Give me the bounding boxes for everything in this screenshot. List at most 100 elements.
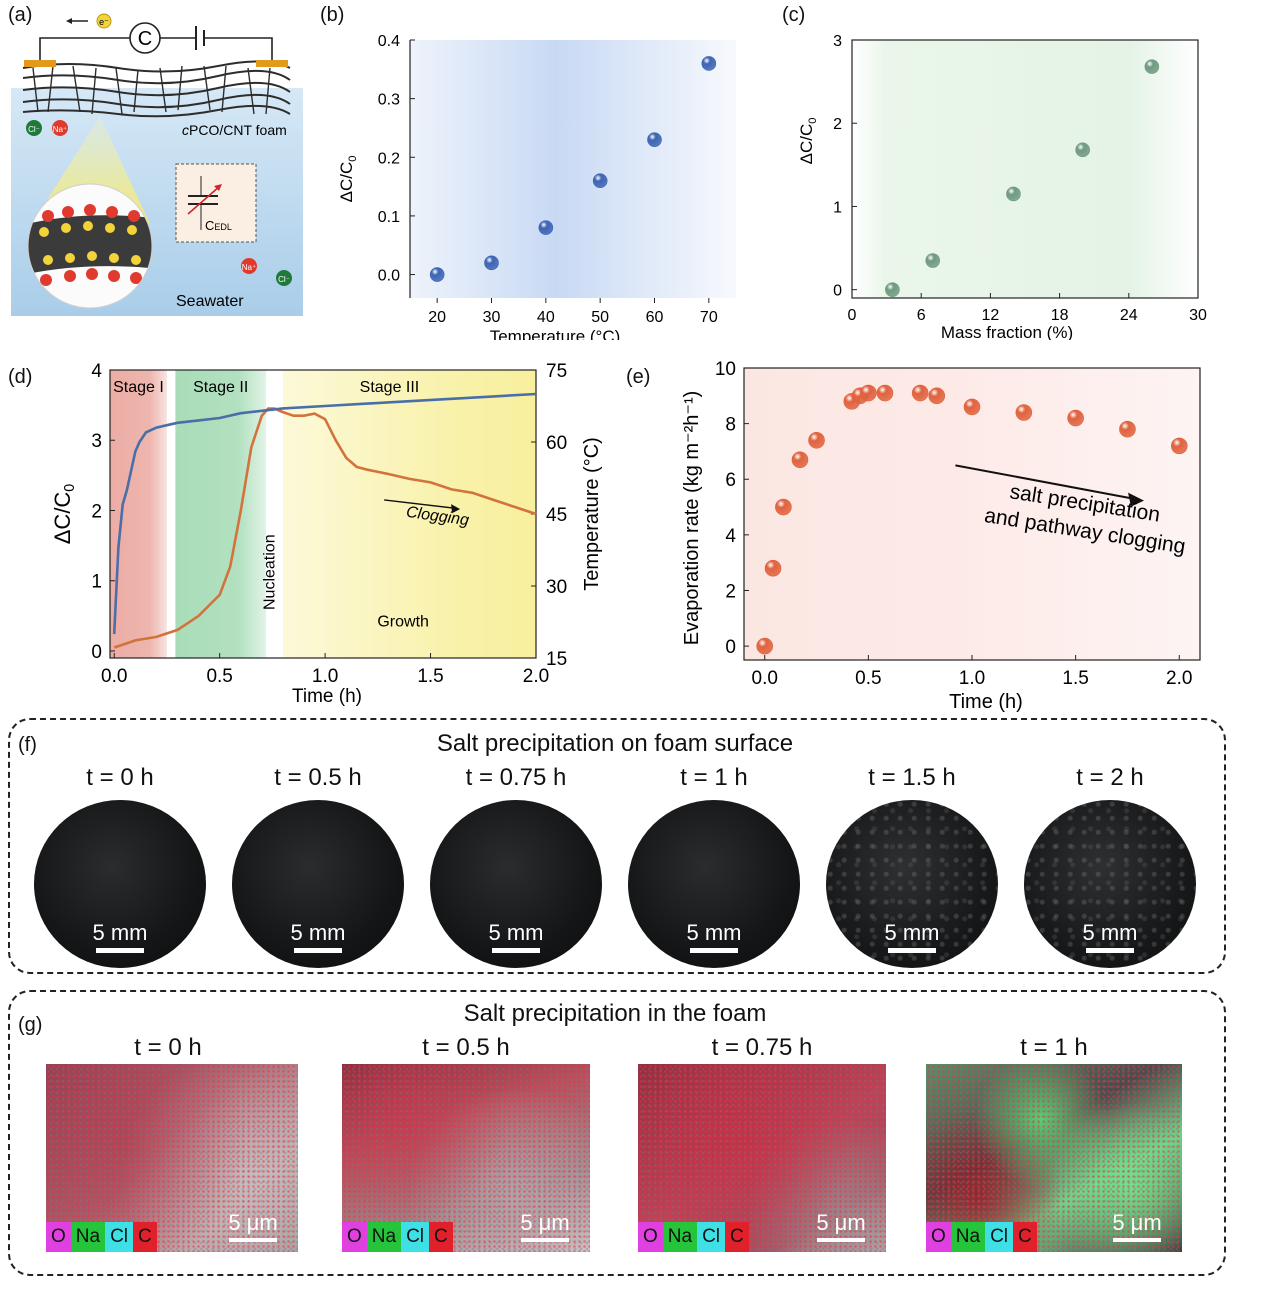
meter-icon <box>129 22 161 54</box>
panel-label-e: (e) <box>626 366 651 388</box>
schematic-diagram: C e⁻ cPCO/CNT foam Cl⁻ Na⁺ CEDL Na⁺ Cl⁻ … <box>11 13 303 316</box>
panel-label-c: (c) <box>782 4 806 26</box>
element-legend-item: Cl <box>401 1222 430 1252</box>
scale-bar: 5 μm <box>510 1210 580 1242</box>
panel-f-time-label: t = 0 h <box>86 764 154 791</box>
data-point <box>1015 404 1033 421</box>
scale-bar-label: 5 mm <box>488 920 544 945</box>
scale-bar-line <box>294 948 342 953</box>
panel-label-a: (a) <box>8 4 33 26</box>
element-legend-item: C <box>429 1222 453 1252</box>
x-tick-label: 1.0 <box>959 668 985 689</box>
chart-temperature: 0.0 0.1 0.2 0.3 0.4 20 30 40 50 60 70 Temperature (… <box>337 33 736 340</box>
element-legend-item: Cl <box>105 1222 134 1252</box>
x-axis-label: Time (h) <box>292 686 362 707</box>
cl-ion-icon <box>26 120 42 136</box>
y-tick-label: 10 <box>715 359 736 380</box>
data-point <box>885 282 900 297</box>
scale-bar: 5 μm <box>218 1210 288 1242</box>
data-point <box>1119 420 1136 438</box>
y-tick-label: 4 <box>725 526 736 547</box>
y-tick-label: 0 <box>725 637 736 658</box>
y-tick-label: 0.0 <box>378 268 400 285</box>
na-ion-label: Na⁺ <box>242 263 256 272</box>
stage-label: Stage I <box>113 379 164 396</box>
panel-label-d: (d) <box>8 366 33 388</box>
panel-g-time-label: t = 0.5 h <box>422 1034 510 1061</box>
eds-speckle-overlay <box>926 1064 1182 1252</box>
scale-bar-line <box>229 1238 277 1242</box>
scale-bar-label: 5 mm <box>884 920 940 945</box>
element-legend-item: O <box>46 1222 71 1252</box>
scale-bar: 5 mm <box>864 920 960 953</box>
foam-label: cPCO/CNT foam <box>182 122 287 138</box>
y-tick-label: 0.2 <box>378 150 400 167</box>
foam-surface-photo: 5 mm <box>628 800 800 968</box>
x-tick-label: 1.0 <box>312 666 338 687</box>
na-ion-icon <box>241 258 257 274</box>
foam-surface-photo: 5 mm <box>232 800 404 968</box>
trend-arrow <box>955 464 1134 500</box>
data-point <box>1170 437 1188 455</box>
data-point <box>860 384 877 402</box>
eds-map-image: O Na Cl C 5 μm <box>926 1064 1182 1252</box>
electron-icon <box>96 13 112 29</box>
x-axis-label: Mass fraction (%) <box>941 323 1073 340</box>
y-tick-label: 6 <box>725 470 736 491</box>
foam-surface-photo: 5 mm <box>1024 800 1196 968</box>
y-axis-label: ΔC/C0 <box>337 156 359 203</box>
data-point <box>647 132 662 147</box>
y-tick-label: 3 <box>833 33 842 50</box>
chart-dual-axis-time: Stage I Stage II Stage III 0 1 2 3 4 15 30 45 60 75 0… <box>50 361 603 707</box>
x-tick-label: 30 <box>1189 307 1207 324</box>
eds-map-image: O Na Cl C 5 μm <box>342 1064 590 1252</box>
data-point <box>928 387 946 405</box>
element-legend: O Na Cl C <box>342 1222 453 1252</box>
panel-g-time-label: t = 1 h <box>1020 1034 1088 1061</box>
eds-map-image: O Na Cl C 5 μm <box>638 1064 886 1252</box>
clogging-arrow <box>384 499 456 510</box>
eds-speckle-overlay <box>46 1064 298 1252</box>
data-point <box>701 56 717 71</box>
foam-surface-photo: 5 mm <box>430 800 602 968</box>
scale-bar-line <box>888 948 936 953</box>
scale-bar-line <box>690 948 738 953</box>
scale-bar-label: 5 mm <box>92 920 148 945</box>
meter-label: C <box>138 28 152 50</box>
panel-f-time-label: t = 1.5 h <box>868 764 956 791</box>
panel-g-title: Salt precipitation in the foam <box>463 1000 767 1027</box>
x-tick-label: 30 <box>483 309 501 326</box>
y-tick-label: 2 <box>833 116 842 133</box>
panel-f-time-label: t = 1 h <box>680 764 748 791</box>
y-tick-label: 0 <box>91 642 102 663</box>
y2-axis-label: Temperature (°C) <box>581 437 603 591</box>
data-point <box>1144 59 1160 74</box>
x-tick-label: 1.5 <box>1062 668 1088 689</box>
data-point <box>756 637 774 655</box>
y-tick-label: 2 <box>725 581 736 602</box>
element-legend-item: Na <box>366 1222 402 1252</box>
right-electrode <box>256 60 288 67</box>
panel-label-b: (b) <box>320 4 345 26</box>
scale-bar-label: 5 μm <box>1112 1210 1162 1235</box>
x-tick-label: 60 <box>646 309 664 326</box>
scale-bar-label: 5 μm <box>228 1210 278 1235</box>
cl-ion-icon <box>276 270 292 286</box>
element-legend-item: C <box>133 1222 157 1252</box>
scale-bar-label: 5 mm <box>290 920 346 945</box>
na-ion-label: Na⁺ <box>53 125 67 134</box>
eds-map-image: O Na Cl C 5 μm <box>46 1064 298 1252</box>
y-tick-label: 1 <box>833 199 842 216</box>
scale-bar: 5 mm <box>72 920 168 953</box>
scale-bar-line <box>492 948 540 953</box>
scale-bar: 5 mm <box>666 920 762 953</box>
trend-arrowhead <box>1128 492 1145 507</box>
chart-evaporation-rate: 0 2 4 6 8 10 0.0 0.5 1.0 1.5 2.0 Time (h) Evaporatio… <box>681 359 1201 712</box>
element-legend-item: Na <box>662 1222 698 1252</box>
panel-label-g: (g) <box>18 1014 43 1036</box>
x-tick-label: 1.5 <box>417 666 443 687</box>
element-legend: O Na Cl C <box>46 1222 157 1252</box>
scale-bar: 5 mm <box>270 920 366 953</box>
data-point <box>791 451 809 469</box>
x-tick-label: 40 <box>537 309 555 326</box>
